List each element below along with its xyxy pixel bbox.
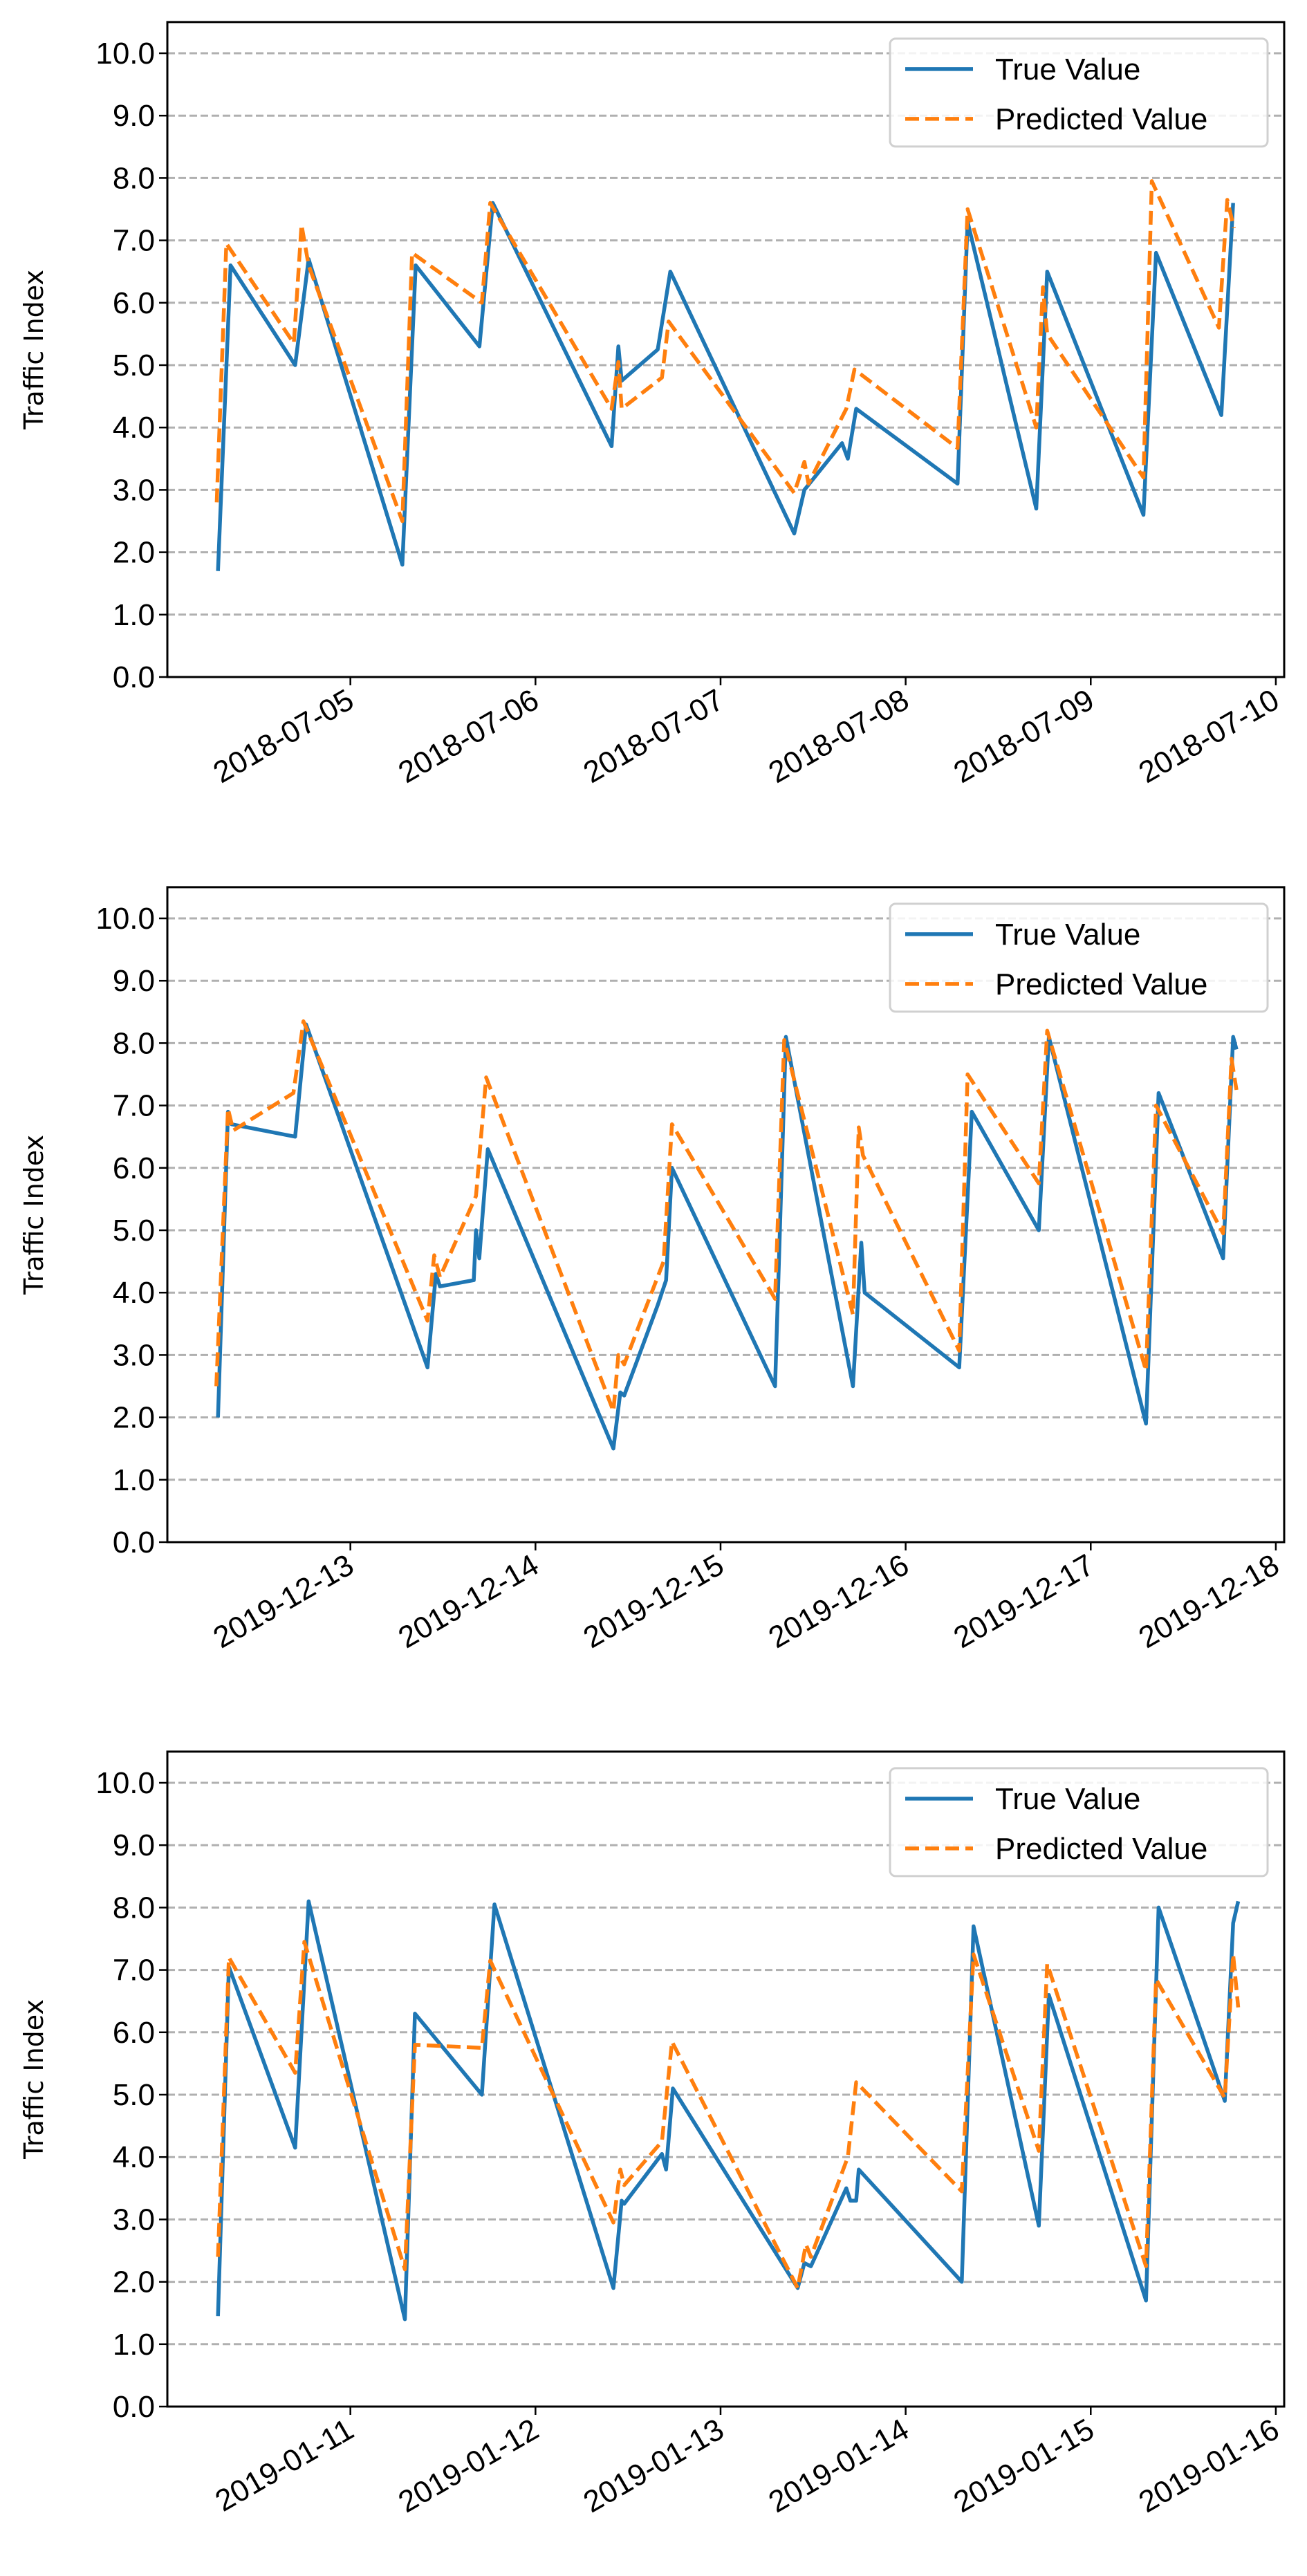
x-tick-label: 2018-07-10 [1133,683,1284,790]
true-value-line [216,1022,1239,1451]
y-tick-label: 5.0 [113,1214,155,1248]
y-tick-label: 5.0 [113,2078,155,2112]
x-tick-label: 2018-07-07 [578,683,730,790]
chart-3: 0.0 1.0 2.0 3.0 4.0 5.0 6.0 7.0 8.0 9.0 10.0 2019-0… [19,1750,1286,2519]
legend-label: Predicted Value [995,967,1207,1001]
true-value-line [216,1899,1241,2322]
chart-1: 0.0 1.0 2.0 3.0 4.0 5.0 6.0 7.0 8.0 9.0 10.0 2018-0… [19,21,1286,790]
y-tick-label: 3.0 [113,1338,155,1372]
y-tick-label: 1.0 [113,1463,155,1497]
y-tick-label: 10.0 [95,1766,155,1800]
y-tick-label: 4.0 [113,2140,155,2174]
y-tick-label: 4.0 [113,411,155,445]
y-tick-label: 7.0 [113,1954,155,1987]
y-tick-label: 0.0 [113,2390,155,2424]
axes-frame [166,21,1286,678]
legend-box [889,37,1269,148]
x-tick-label: 2019-12-17 [948,1548,1100,1655]
y-tick-label: 8.0 [113,161,155,195]
y-tick-label: 6.0 [113,2016,155,2050]
y-axis-label: Traffic Index [19,270,49,430]
x-tick-label: 2018-07-05 [207,683,359,790]
x-tick-label: 2018-07-06 [393,683,544,790]
y-tick-label: 9.0 [113,964,155,998]
predicted-value-line [214,1019,1239,1414]
chart-2: 0.0 1.0 2.0 3.0 4.0 5.0 6.0 7.0 8.0 9.0 10.0 2019-1… [19,886,1286,1655]
y-tick-label: 8.0 [113,1891,155,1925]
true-value-line [216,201,1235,571]
y-tick-label: 8.0 [113,1026,155,1060]
legend-label: True Value [995,1782,1140,1816]
x-tick-label: 2019-12-14 [393,1548,544,1655]
x-tick-label: 2018-07-08 [763,683,914,790]
x-tick-label: 2019-12-18 [1133,1548,1284,1655]
x-tick-label: 2019-01-16 [1133,2412,1284,2519]
axes-frame [166,1750,1286,2408]
y-tick-label: 7.0 [113,224,155,258]
x-tick-label: 2018-07-09 [948,683,1100,790]
legend: True Value Predicted Value [889,902,1269,1013]
x-tick-label: 2019-12-13 [207,1548,359,1655]
predicted-value-line [216,1940,1241,2290]
x-tick-label: 2019-01-12 [393,2412,544,2519]
legend-label: True Value [995,53,1140,86]
y-tick-label: 2.0 [113,536,155,570]
legend-label: Predicted Value [995,102,1207,136]
y-tick-label: 4.0 [113,1276,155,1310]
y-tick-label: 1.0 [113,598,155,632]
y-tick-label: 5.0 [113,349,155,382]
y-axis-label: Traffic Index [19,1999,49,2160]
axes-frame [166,886,1286,1544]
y-tick-label: 9.0 [113,1828,155,1862]
legend: True Value Predicted Value [889,1767,1269,1878]
x-tick-label: 2019-12-15 [578,1548,730,1655]
y-tick-label: 10.0 [95,37,155,71]
predicted-value-line [214,179,1236,523]
y-tick-label: 2.0 [113,1401,155,1435]
y-tick-label: 3.0 [113,473,155,507]
x-tick-label: 2019-01-11 [210,2412,360,2518]
legend-label: Predicted Value [995,1832,1207,1866]
x-tick-label: 2019-01-14 [763,2412,914,2519]
legend: True Value Predicted Value [889,37,1269,148]
legend-box [889,902,1269,1013]
y-tick-label: 0.0 [113,1526,155,1559]
y-axis-label: Traffic Index [19,1135,49,1295]
y-tick-label: 9.0 [113,99,155,133]
y-tick-label: 1.0 [113,2328,155,2362]
x-tick-label: 2019-01-15 [948,2412,1100,2519]
y-tick-label: 6.0 [113,1151,155,1185]
y-tick-label: 0.0 [113,660,155,694]
y-tick-label: 6.0 [113,286,155,320]
y-tick-label: 3.0 [113,2203,155,2236]
legend-label: True Value [995,918,1140,952]
y-tick-label: 2.0 [113,2265,155,2299]
y-tick-label: 10.0 [95,902,155,936]
legend-box [889,1767,1269,1878]
x-tick-label: 2019-12-16 [763,1548,914,1655]
y-tick-label: 7.0 [113,1089,155,1123]
x-tick-label: 2019-01-13 [578,2412,730,2519]
